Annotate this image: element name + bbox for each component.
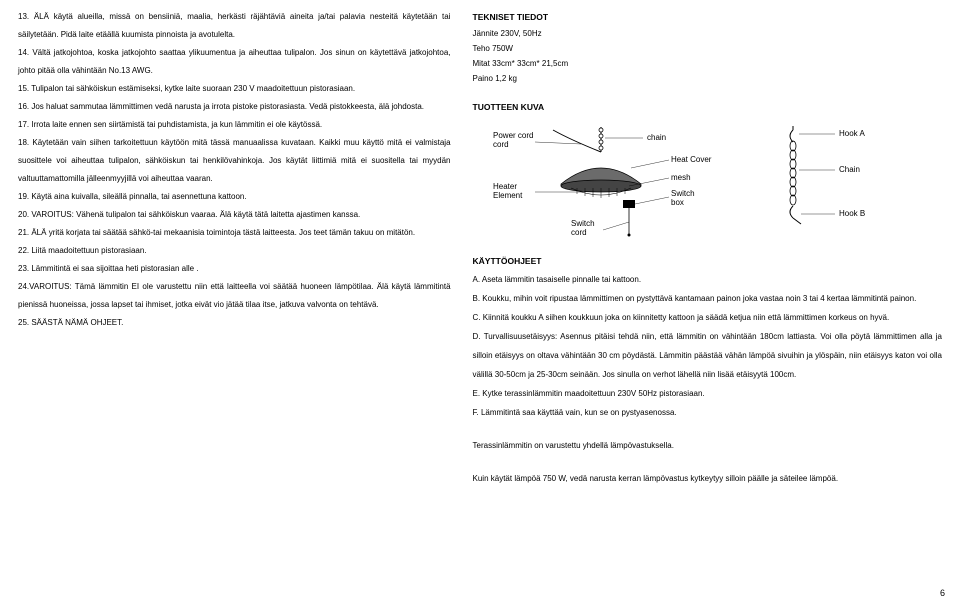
page-number: 6 — [940, 588, 945, 598]
item-13: 13. ÄLÄ käytä alueilla, missä on bensiin… — [18, 8, 451, 44]
item-23: 23. Lämmitintä ei saa sijoittaa heti pis… — [18, 260, 451, 278]
label-cord: cord — [571, 228, 587, 237]
image-heading: TUOTTEEN KUVA — [473, 98, 942, 116]
item-19: 19. Käytä aina kuivalla, sileällä pinnal… — [18, 188, 451, 206]
label-chain2: Chain — [839, 165, 860, 174]
label-box: box — [671, 198, 684, 207]
item-15: 15. Tulipalon tai sähköiskun estämiseksi… — [18, 80, 451, 98]
step-f: F. Lämmitintä saa käyttää vain, kun se o… — [473, 403, 942, 422]
item-14: 14. Vältä jatkojohtoa, koska jatkojohto … — [18, 44, 451, 80]
spec-power: Teho 750W — [473, 41, 942, 56]
item-21: 21. ÄLÄ yritä korjata tai säätää sähkö-t… — [18, 224, 451, 242]
label-mesh: mesh — [671, 173, 691, 182]
technical-heading: TEKNISET TIEDOT — [473, 8, 942, 26]
item-16: 16. Jos haluat sammutaa lämmittimen vedä… — [18, 98, 451, 116]
item-20: 20. VAROITUS: Vähenä tulipalon tai sähkö… — [18, 206, 451, 224]
left-column: 13. ÄLÄ käytä alueilla, missä on bensiin… — [18, 8, 473, 604]
spec-weight: Paino 1,2 kg — [473, 71, 942, 86]
spec-voltage: Jännite 230V, 50Hz — [473, 26, 942, 41]
label-element: Element — [493, 191, 523, 200]
label-switch2: Switch — [571, 219, 595, 228]
product-diagram: Power cord cord Heater Element chain Hea… — [473, 122, 942, 242]
right-column: TEKNISET TIEDOT Jännite 230V, 50Hz Teho … — [473, 8, 942, 604]
item-17: 17. Irrota laite ennen sen siirtämistä t… — [18, 116, 451, 134]
item-25: 25. SÄÄSTÄ NÄMÄ OHJEET. — [18, 314, 451, 332]
item-24: 24.VAROITUS: Tämä lämmitin EI ole varust… — [18, 278, 451, 314]
label-hook-b: Hook B — [839, 209, 865, 218]
label-power: Power cord — [493, 131, 533, 140]
step-a: A. Aseta lämmitin tasaiselle pinnalle ta… — [473, 270, 942, 289]
label-chain: chain — [647, 133, 666, 142]
tail-1: Terassinlämmitin on varustettu yhdellä l… — [473, 436, 942, 455]
label-heater: Heater — [493, 182, 517, 191]
step-b: B. Koukku, mihin voit ripustaa lämmittim… — [473, 289, 942, 308]
label-hook-a: Hook A — [839, 129, 865, 138]
spec-dimensions: Mitat 33cm* 33cm* 21,5cm — [473, 56, 942, 71]
step-e: E. Kytke terassinlämmitin maadoitettuun … — [473, 384, 942, 403]
label-heat-cover: Heat Cover — [671, 155, 712, 164]
tail-2: Kuin käytät lämpöä 750 W, vedä narusta k… — [473, 469, 942, 488]
item-18: 18. Käytetään vain siihen tarkoitettuun … — [18, 134, 451, 188]
item-22: 22. Liitä maadoitettuun pistorasiaan. — [18, 242, 451, 260]
usage-heading: KÄYTTÖOHJEET — [473, 252, 942, 270]
label-switch: Switch — [671, 189, 695, 198]
step-d: D. Turvallisuusetäisyys: Asennus pitäisi… — [473, 327, 942, 384]
step-c: C. Kiinnitä koukku A siihen koukkuun jok… — [473, 308, 942, 327]
label-power2: cord — [493, 140, 509, 149]
